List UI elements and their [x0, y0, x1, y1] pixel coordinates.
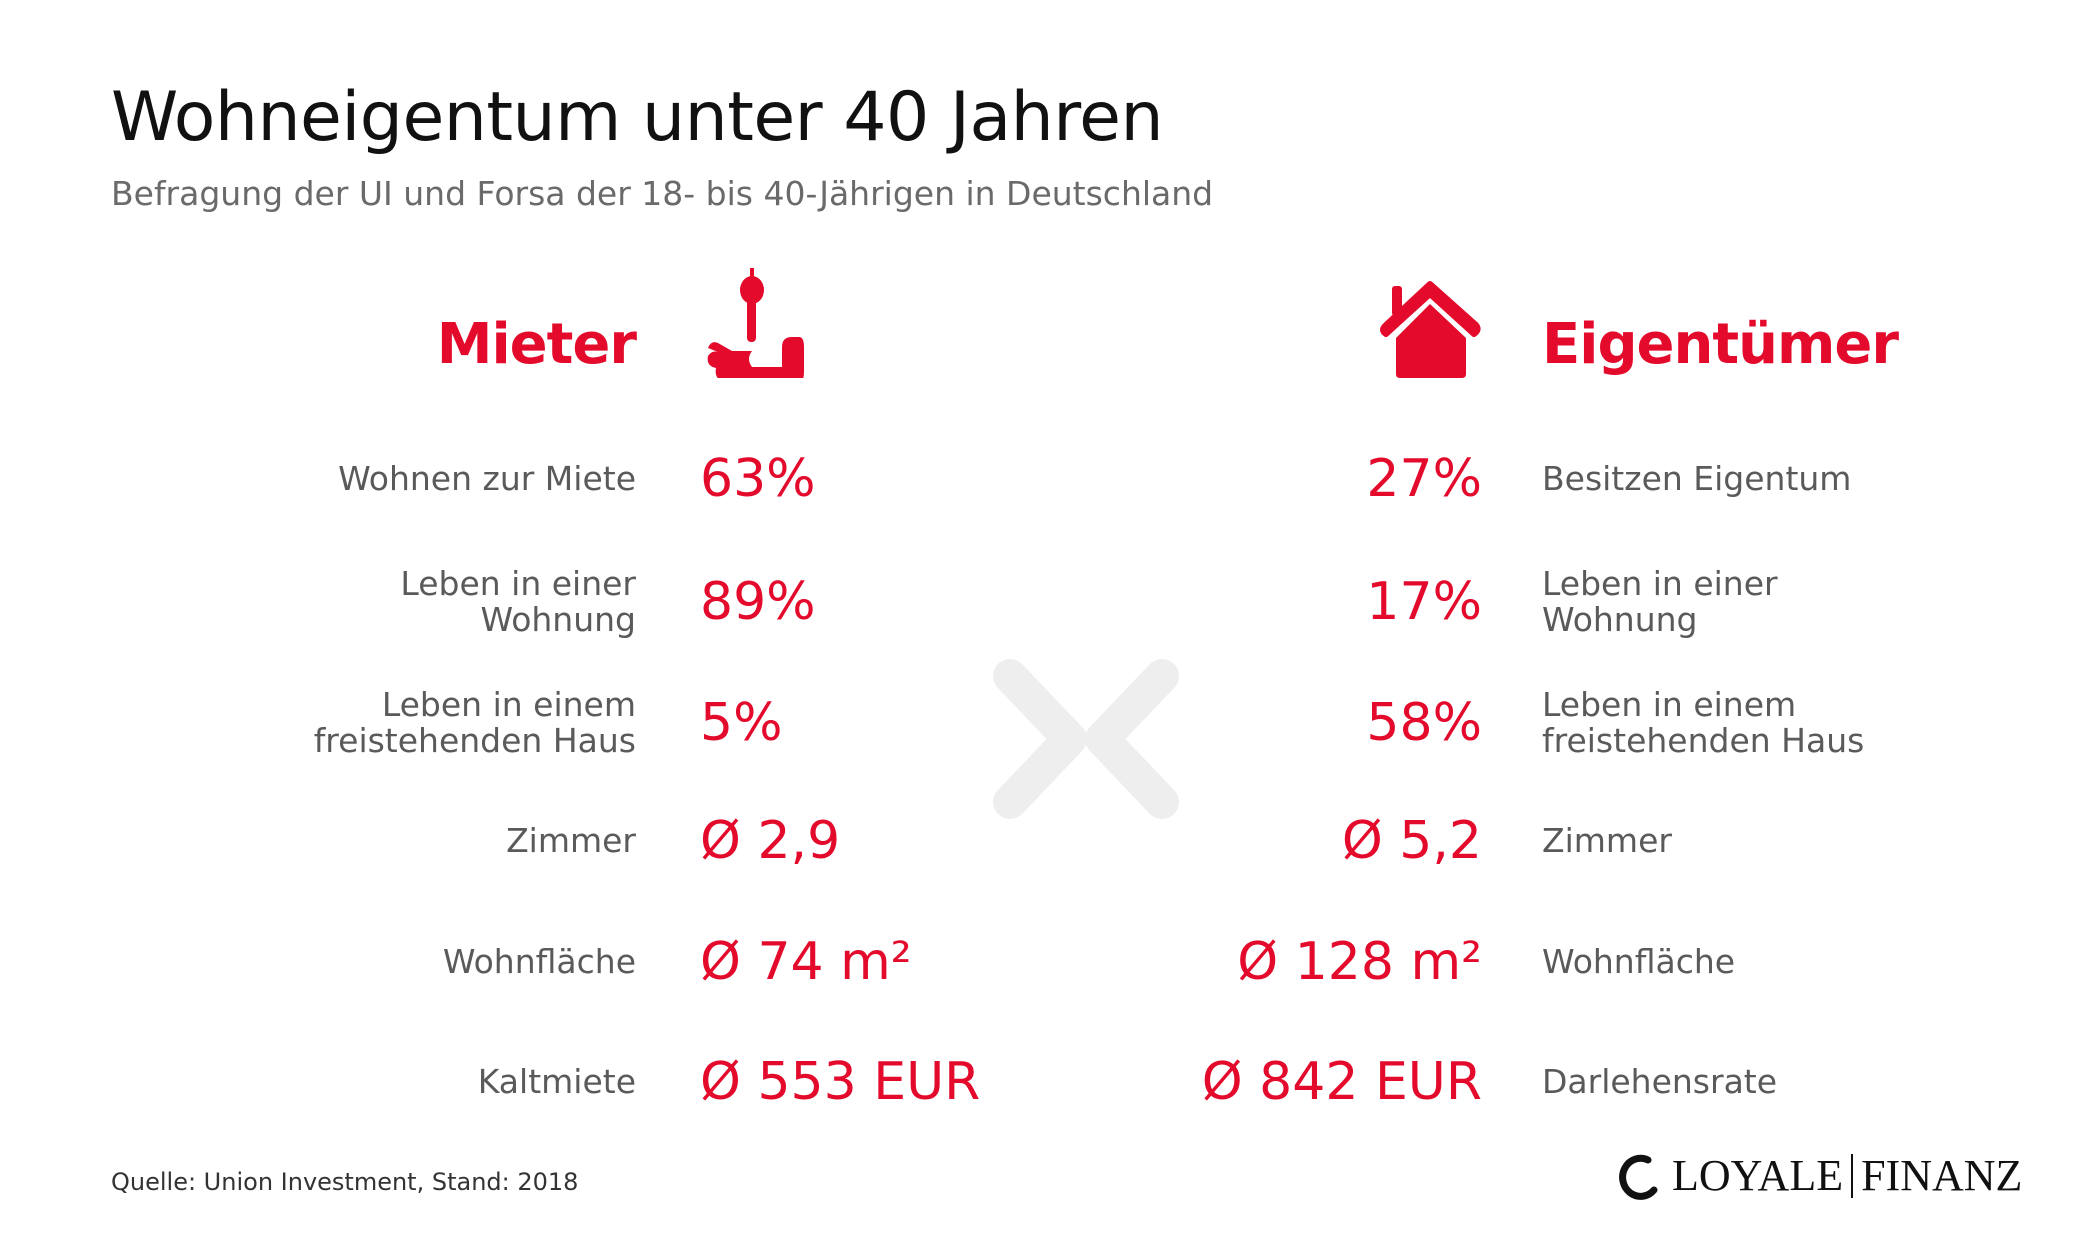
row-value: 63%: [700, 449, 816, 509]
loyale-finanz-logo: LOYALE FINANZ: [1618, 1150, 2022, 1201]
logo-text-left: LOYALE: [1672, 1151, 1844, 1200]
row-label: Leben in einer Wohnung: [400, 564, 636, 639]
row-value: 5%: [700, 693, 783, 753]
hand-with-key-icon: [707, 268, 804, 378]
page-title: Wohneigentum unter 40 Jahren: [111, 78, 1164, 157]
row-label: Zimmer: [506, 821, 636, 860]
row-label: Leben in einer Wohnung: [1542, 564, 1778, 639]
row-value: Ø 553 EUR: [700, 1052, 981, 1112]
row-value: 17%: [1366, 572, 1482, 632]
enso-circle-icon: [1619, 1154, 1658, 1200]
row-value: 89%: [700, 572, 816, 632]
row-label: Leben in einem freistehenden Haus: [313, 685, 636, 760]
row-value: Ø 5,2: [1341, 811, 1482, 871]
row-label: Wohnfläche: [1542, 942, 1736, 981]
house-icon: [1380, 281, 1481, 378]
row-value: 58%: [1366, 693, 1482, 753]
heading-mieter: Mieter: [436, 312, 637, 377]
row-value: Ø 2,9: [700, 811, 841, 871]
logo-text-right: FINANZ: [1861, 1151, 2023, 1200]
row-value: 27%: [1366, 449, 1482, 509]
row-value: Ø 74 m²: [700, 932, 912, 992]
row-value: Ø 128 m²: [1237, 932, 1482, 992]
heading-eigentuemer: Eigentümer: [1542, 312, 1899, 377]
page-subtitle: Befragung der UI und Forsa der 18- bis 4…: [111, 174, 1214, 213]
row-label: Leben in einem freistehenden Haus: [1542, 685, 1865, 760]
row-label: Wohnfläche: [442, 942, 636, 981]
source-note: Quelle: Union Investment, Stand: 2018: [111, 1168, 579, 1196]
row-label: Wohnen zur Miete: [338, 459, 636, 498]
row-label: Darlehensrate: [1542, 1062, 1778, 1101]
versus-decoration-icon: [993, 659, 1179, 819]
row-label: Besitzen Eigentum: [1542, 459, 1852, 498]
row-value: Ø 842 EUR: [1201, 1052, 1482, 1112]
row-label: Kaltmiete: [477, 1062, 636, 1101]
logo-divider: [1851, 1153, 1854, 1198]
row-label: Zimmer: [1542, 821, 1672, 860]
